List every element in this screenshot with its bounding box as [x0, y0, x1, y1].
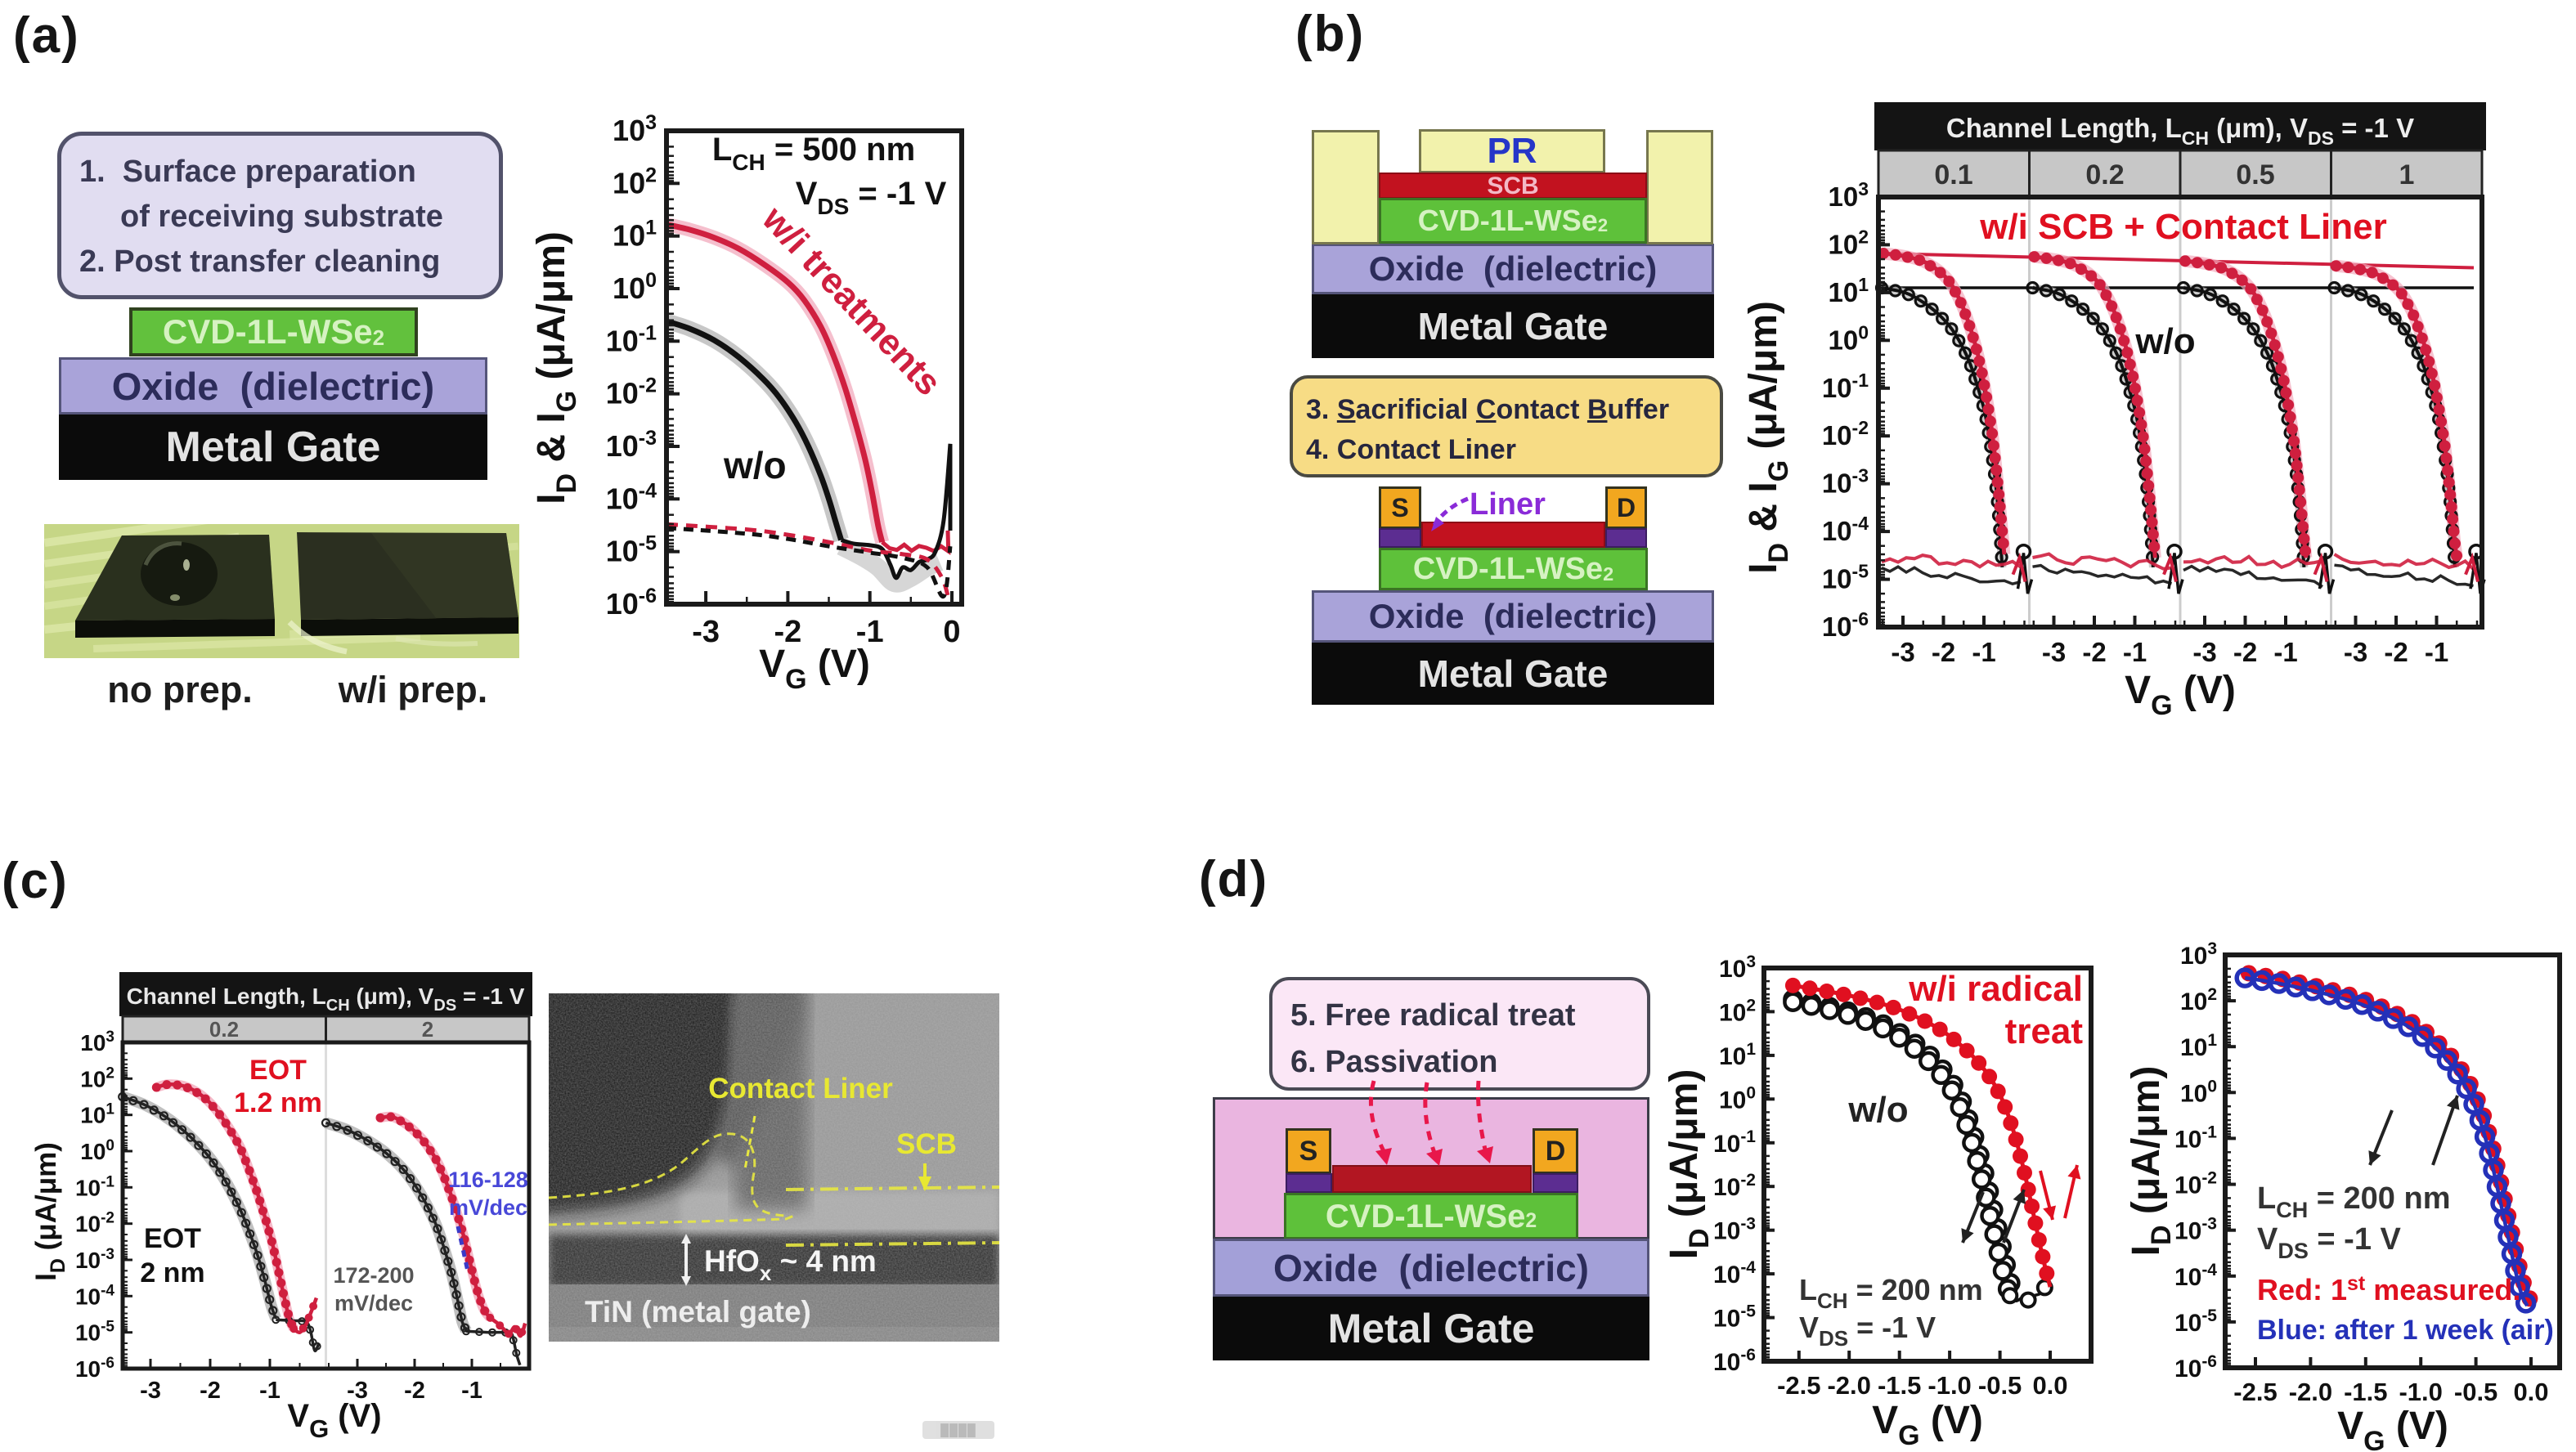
svg-text:0.5: 0.5 [2236, 159, 2274, 190]
svg-text:116-128: 116-128 [448, 1167, 528, 1192]
svg-text:w/i radical: w/i radical [1908, 969, 2083, 1009]
svg-text:-1: -1 [2273, 637, 2297, 667]
svg-text:SCB: SCB [896, 1128, 957, 1160]
svg-text:-1: -1 [2425, 637, 2448, 667]
svg-text:LCH = 200 nm: LCH = 200 nm [2257, 1181, 2450, 1222]
svg-text:-1.5: -1.5 [1878, 1371, 1921, 1400]
svg-text:10-5: 10-5 [2174, 1306, 2217, 1337]
svg-text:LCH = 200 nm: LCH = 200 nm [1799, 1273, 1983, 1313]
svg-text:Blue: after 1 week (air): Blue: after 1 week (air) [2257, 1315, 2554, 1346]
svg-text:EOT: EOT [249, 1055, 307, 1086]
svg-text:-3: -3 [2344, 637, 2367, 667]
svg-text:10-3: 10-3 [2174, 1215, 2217, 1245]
svg-text:0: 0 [943, 615, 960, 649]
svg-text:-2: -2 [2384, 637, 2408, 667]
svg-text:-1.5: -1.5 [2344, 1378, 2387, 1406]
svg-text:-2: -2 [1932, 637, 1955, 667]
svg-text:-1.0: -1.0 [2399, 1378, 2442, 1406]
svg-text:mV/dec: mV/dec [334, 1291, 413, 1315]
svg-text:101: 101 [613, 217, 657, 253]
svg-text:-3: -3 [1891, 637, 1914, 667]
svg-text:0.1: 0.1 [1934, 159, 1972, 190]
svg-text:2: 2 [422, 1017, 433, 1042]
svg-text:101: 101 [2180, 1031, 2217, 1061]
svg-text:-1: -1 [856, 615, 884, 649]
svg-text:EOT: EOT [144, 1223, 201, 1254]
svg-text:10-5: 10-5 [1822, 561, 1869, 594]
svg-text:-2.5: -2.5 [2233, 1378, 2277, 1406]
svg-text:10-4: 10-4 [2174, 1261, 2217, 1291]
svg-text:-3: -3 [347, 1378, 368, 1404]
svg-text:-2: -2 [2233, 637, 2257, 667]
svg-text:10-4: 10-4 [606, 479, 657, 515]
svg-text:Red: 1st measured.: Red: 1st measured. [2257, 1272, 2520, 1306]
svg-text:10-3: 10-3 [1822, 465, 1869, 499]
svg-text:10-2: 10-2 [2174, 1169, 2217, 1199]
svg-text:-2.0: -2.0 [1827, 1371, 1870, 1400]
svg-text:-2: -2 [200, 1378, 221, 1404]
svg-text:-1: -1 [2123, 637, 2147, 667]
svg-text:10-4: 10-4 [75, 1282, 114, 1309]
svg-text:treat: treat [2005, 1011, 2084, 1051]
svg-text:w/i SCB + Contact Liner: w/i SCB + Contact Liner [1979, 207, 2387, 247]
svg-text:-1: -1 [259, 1378, 280, 1404]
svg-text:0.2: 0.2 [209, 1017, 239, 1042]
svg-text:-3: -3 [692, 615, 720, 649]
svg-text:Contact Liner: Contact Liner [708, 1073, 893, 1105]
svg-text:Channel Length, LCH (μm), VDS: Channel Length, LCH (μm), VDS = -1 V [1946, 113, 2414, 149]
svg-text:10-1: 10-1 [2174, 1123, 2217, 1153]
svg-text:10-2: 10-2 [1713, 1171, 1756, 1201]
svg-text:0.0: 0.0 [2513, 1378, 2548, 1406]
svg-text:0.0: 0.0 [2032, 1371, 2067, 1400]
svg-text:100: 100 [2180, 1077, 2217, 1107]
svg-text:-3: -3 [2042, 637, 2066, 667]
svg-text:-3: -3 [140, 1378, 161, 1404]
svg-text:100: 100 [1828, 321, 1869, 355]
svg-text:-1: -1 [1972, 637, 1995, 667]
svg-text:172-200: 172-200 [333, 1263, 414, 1288]
svg-text:2 nm: 2 nm [140, 1257, 204, 1288]
svg-text:-2: -2 [404, 1378, 425, 1404]
svg-text:10-6: 10-6 [2174, 1352, 2217, 1383]
svg-text:10-6: 10-6 [75, 1355, 114, 1382]
svg-text:-2.5: -2.5 [1777, 1371, 1820, 1400]
svg-text:10-2: 10-2 [1822, 417, 1869, 450]
svg-text:-3: -3 [2192, 637, 2216, 667]
svg-text:-1: -1 [461, 1378, 482, 1404]
svg-text:ID (μA/μm): ID (μA/μm) [30, 1142, 70, 1281]
svg-text:-0.5: -0.5 [2454, 1378, 2497, 1406]
svg-text:VDS = -1 V: VDS = -1 V [2257, 1222, 2402, 1263]
svg-text:1.2 nm: 1.2 nm [234, 1087, 322, 1118]
svg-text:10-6: 10-6 [1713, 1346, 1756, 1376]
svg-text:-2: -2 [774, 615, 802, 649]
svg-text:102: 102 [2180, 985, 2217, 1015]
svg-text:w/o: w/o [723, 444, 787, 486]
svg-text:-2.0: -2.0 [2289, 1378, 2332, 1406]
svg-text:10-6: 10-6 [606, 585, 657, 621]
svg-text:ID (μA/μm): ID (μA/μm) [2125, 1066, 2177, 1257]
svg-text:-0.5: -0.5 [1978, 1371, 2022, 1400]
svg-text:TiN (metal gate): TiN (metal gate) [585, 1295, 811, 1329]
svg-text:w/o: w/o [2134, 321, 2195, 361]
svg-text:-1.0: -1.0 [1928, 1371, 1971, 1400]
svg-text:mV/dec: mV/dec [449, 1195, 527, 1220]
svg-text:10-3: 10-3 [606, 427, 657, 463]
svg-text:Channel Length, LCH (μm), VDS: Channel Length, LCH (μm), VDS = -1 V [127, 984, 525, 1015]
svg-text:w/o: w/o [1847, 1090, 1908, 1130]
svg-text:1: 1 [2399, 159, 2415, 190]
svg-text:-2: -2 [2082, 637, 2106, 667]
svg-text:VG (V): VG (V) [2337, 1405, 2448, 1452]
svg-text:103: 103 [2180, 939, 2217, 970]
svg-text:0.2: 0.2 [2085, 159, 2124, 190]
